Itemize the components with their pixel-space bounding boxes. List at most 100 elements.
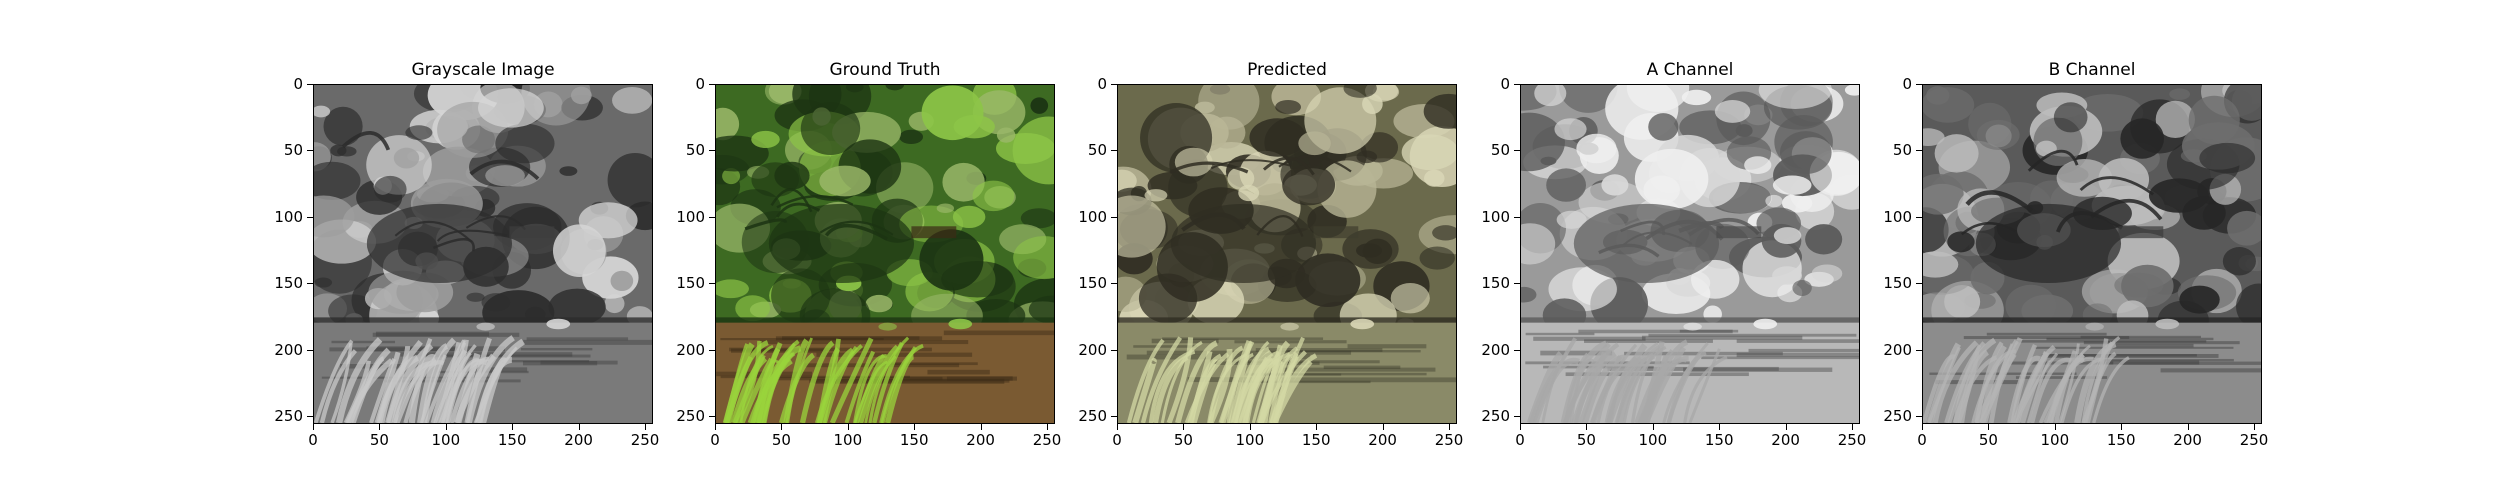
y-tick-label: 250 <box>1883 407 1912 426</box>
y-tick <box>1514 150 1520 152</box>
y-tick <box>307 216 313 218</box>
x-tick <box>847 424 849 430</box>
panel-predicted: Predicted 0 50 100 150 200 250 0 50 100 150 200 250 <box>1057 0 1463 500</box>
x-tick <box>2254 424 2256 430</box>
scene-picture <box>1923 85 2261 423</box>
y-tick-label: 0 <box>1902 75 1912 93</box>
y-tick <box>1514 216 1520 218</box>
panel-title: Predicted <box>1247 60 1327 80</box>
panel-a-channel: A Channel 0 50 100 150 200 250 0 50 100 150 200 250 <box>1460 0 1866 500</box>
x-tick-label: 100 <box>1235 431 1265 449</box>
x-tick-label: 50 <box>1978 431 1998 449</box>
x-tick <box>1586 424 1588 430</box>
panel-b-channel: B Channel 0 50 100 150 200 250 0 50 100 150 200 250 <box>1862 0 2268 500</box>
y-tick-label: 250 <box>1481 407 1510 426</box>
x-tick-label: 200 <box>1368 431 1397 449</box>
y-tick-label: 200 <box>1078 340 1107 359</box>
x-tick <box>2187 424 2189 430</box>
y-tick-label: 0 <box>1097 75 1107 93</box>
x-tick-label: 250 <box>1434 431 1464 449</box>
y-tick-label: 250 <box>1078 407 1107 426</box>
x-tick-label: 100 <box>833 431 863 449</box>
y-tick-label: 100 <box>1481 207 1510 226</box>
y-tick-label: 100 <box>676 207 705 226</box>
x-tick-label: 0 <box>308 431 318 449</box>
y-tick <box>709 216 715 218</box>
x-tick-label: 200 <box>1771 431 1800 449</box>
y-tick <box>1111 84 1117 85</box>
y-tick <box>709 349 715 351</box>
x-tick-label: 0 <box>1112 431 1122 449</box>
x-tick <box>1449 424 1451 430</box>
x-tick <box>1652 424 1654 430</box>
y-tick-label: 250 <box>676 407 705 426</box>
y-tick <box>709 150 715 152</box>
y-tick-label: 150 <box>1481 274 1510 293</box>
y-tick-label: 100 <box>1078 207 1107 226</box>
x-tick-label: 150 <box>2106 431 2136 449</box>
y-tick <box>709 84 715 85</box>
x-tick-label: 150 <box>899 431 929 449</box>
y-tick <box>307 150 313 152</box>
x-tick-label: 250 <box>1837 431 1867 449</box>
y-tick-label: 0 <box>695 75 705 93</box>
x-tick <box>645 424 647 430</box>
x-tick-label: 0 <box>1515 431 1525 449</box>
y-tick <box>307 283 313 285</box>
y-tick-label: 150 <box>274 274 303 293</box>
y-tick <box>1916 216 1922 218</box>
scene-picture <box>716 85 1054 423</box>
y-tick <box>1916 84 1922 85</box>
y-tick <box>1111 349 1117 351</box>
x-tick <box>2121 424 2123 430</box>
x-tick <box>512 424 514 430</box>
y-tick-label: 50 <box>1087 141 1107 160</box>
panel-title: B Channel <box>2048 60 2136 80</box>
y-tick-label: 200 <box>676 340 705 359</box>
y-tick <box>1916 349 1922 351</box>
x-tick-label: 250 <box>1032 431 1062 449</box>
y-tick-label: 100 <box>1883 207 1912 226</box>
x-tick-label: 150 <box>1301 431 1331 449</box>
y-tick-label: 150 <box>676 274 705 293</box>
x-tick <box>1183 424 1185 430</box>
x-tick-label: 200 <box>2173 431 2202 449</box>
x-tick-label: 0 <box>710 431 720 449</box>
y-tick <box>307 84 313 85</box>
y-tick <box>1514 349 1520 351</box>
x-tick-label: 0 <box>1917 431 1927 449</box>
panel-ground-truth: Ground Truth 0 50 100 150 200 250 0 50 100 150 200… <box>655 0 1061 500</box>
x-tick <box>781 424 783 430</box>
y-tick <box>1111 216 1117 218</box>
x-tick <box>980 424 982 430</box>
y-tick <box>709 416 715 418</box>
panel-title: Grayscale Image <box>411 60 555 80</box>
y-tick-label: 0 <box>1500 75 1510 93</box>
x-tick-label: 100 <box>2040 431 2070 449</box>
predicted-image <box>1117 84 1457 424</box>
x-tick <box>1249 424 1251 430</box>
y-tick-label: 150 <box>1078 274 1107 293</box>
scene-picture <box>1118 85 1456 423</box>
x-tick-label: 150 <box>497 431 527 449</box>
x-tick-label: 50 <box>369 431 389 449</box>
y-tick <box>1111 283 1117 285</box>
b-channel-image <box>1922 84 2262 424</box>
a-channel-image <box>1520 84 1860 424</box>
x-tick-label: 200 <box>966 431 995 449</box>
x-tick <box>1852 424 1854 430</box>
y-tick-label: 50 <box>1490 141 1510 160</box>
panel-title: Ground Truth <box>829 60 941 80</box>
y-tick <box>1916 283 1922 285</box>
x-tick <box>1719 424 1721 430</box>
y-tick <box>709 283 715 285</box>
y-tick <box>1514 84 1520 85</box>
x-tick <box>2054 424 2056 430</box>
x-tick <box>578 424 580 430</box>
y-tick <box>307 349 313 351</box>
x-tick <box>1785 424 1787 430</box>
x-tick <box>1382 424 1384 430</box>
scene-picture <box>314 85 652 423</box>
x-tick-label: 100 <box>431 431 461 449</box>
panel-title: A Channel <box>1646 60 1734 80</box>
